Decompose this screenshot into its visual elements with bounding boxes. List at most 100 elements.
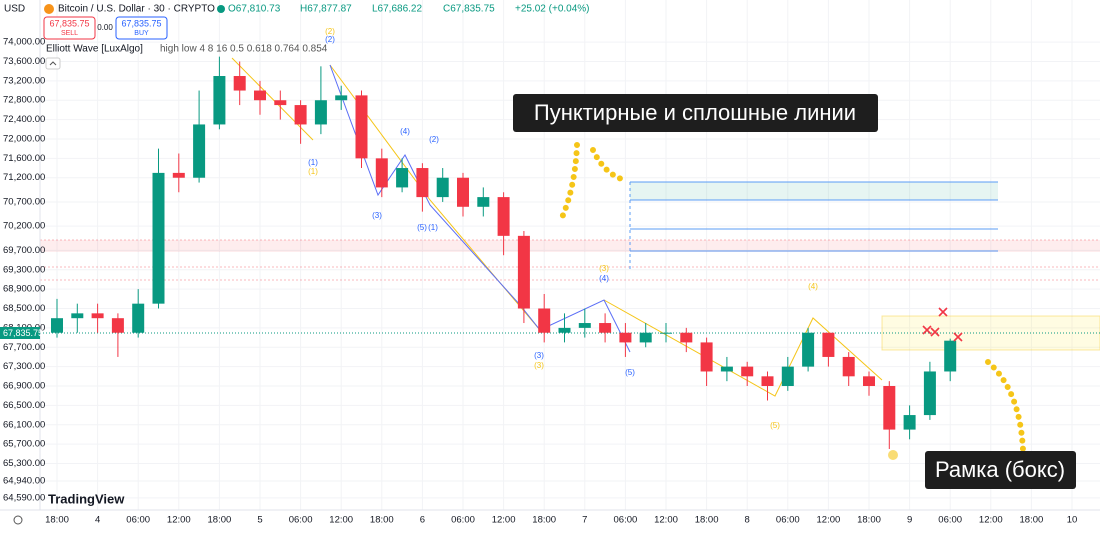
y-tick-label: 69,300.00 [3, 264, 45, 275]
status-dot [217, 5, 225, 13]
x-tick-label: 06:00 [776, 515, 800, 526]
wave-labels: (2)(2)(1)(1)(3)(4)(2)(5) (1)(3)(3)(3)(4)(… [308, 27, 818, 430]
x-tick-label: 12:00 [329, 515, 353, 526]
x-tick-label: 06:00 [126, 515, 150, 526]
candle-body [51, 318, 63, 333]
candle-body [578, 323, 591, 328]
target-box [630, 182, 998, 200]
wave-label: (2) [325, 35, 335, 44]
candle-body [822, 332, 835, 357]
candle-body [355, 95, 368, 159]
y-tick-label: 68,500.00 [3, 303, 45, 314]
x-tick-label: 12:00 [654, 515, 678, 526]
x-tick-label: 12:00 [492, 515, 516, 526]
x-mark [938, 307, 948, 317]
x-tick-label: 18:00 [532, 515, 556, 526]
candle-body [193, 124, 206, 178]
candle-body [538, 308, 551, 333]
candle-body [294, 105, 307, 125]
y-tick-label: 65,700.00 [3, 439, 45, 450]
candle-body [883, 386, 896, 430]
candle-body [923, 371, 936, 416]
buy-price: 67,835.75 [121, 18, 161, 28]
y-tick-label: 67,300.00 [3, 361, 45, 372]
x-tick-label: 18:00 [857, 515, 881, 526]
price-axis-labels: 74,000.00 73,600.00 73,200.00 72,800.00 72,4… [3, 37, 45, 504]
x-tick-label: 18:00 [370, 515, 394, 526]
candle-body [111, 318, 124, 333]
candle-body [71, 313, 84, 319]
wave-line [231, 57, 314, 141]
x-tick-label: 06:00 [938, 515, 962, 526]
candle-body [274, 100, 287, 106]
candle-body [720, 366, 733, 372]
sell-price: 67,835.75 [49, 18, 89, 28]
y-tick-label: 64,940.00 [3, 475, 45, 486]
spread: 0.00 [97, 23, 113, 32]
candle-body [558, 327, 571, 333]
candle-body [152, 172, 165, 304]
price-axis [0, 0, 40, 510]
sell-button[interactable] [43, 16, 96, 40]
arrow [985, 359, 1026, 453]
candle-body [599, 323, 612, 333]
price-tag [0, 327, 40, 339]
collapse-button[interactable] [45, 57, 61, 70]
candle-body [213, 76, 226, 125]
x-tick-label: 18:00 [45, 515, 69, 526]
callout-text: Рамка (бокс) [935, 457, 1065, 482]
candle-body [781, 366, 794, 387]
candle-body [497, 197, 510, 236]
arrow [590, 147, 628, 183]
collapse-icon [49, 61, 57, 66]
ohlc-close: C67,835.75 [443, 4, 495, 15]
x-tick-label: 12:00 [167, 515, 191, 526]
candle-body [375, 158, 388, 188]
x-tick-label: 7 [582, 515, 587, 526]
callout-box [925, 451, 1076, 489]
settings-icon[interactable] [13, 515, 23, 525]
y-tick-label: 70,700.00 [3, 196, 45, 207]
candle-body [132, 303, 145, 333]
x-tick-label: 6 [420, 515, 425, 526]
logo: TradingView [48, 491, 125, 506]
x-tick-label: 9 [907, 515, 912, 526]
arrow [557, 142, 580, 225]
candle-body [700, 342, 713, 372]
change: +25.02 (+0.04%) [515, 4, 590, 15]
candle-body [436, 177, 449, 198]
x-marks [922, 307, 963, 342]
y-tick-label: 71,600.00 [3, 153, 45, 164]
buy-button[interactable] [115, 16, 168, 40]
candle-body [944, 340, 957, 372]
wave-label: (3) [534, 361, 544, 370]
wave-label: (1) [428, 223, 438, 232]
candle-body [680, 332, 693, 343]
candle-body [639, 332, 652, 343]
wave-label: (1) [308, 167, 318, 176]
candle-body [619, 332, 632, 343]
x-tick-label: 06:00 [289, 515, 313, 526]
callout-text: Пунктирные и сплошные линии [534, 100, 856, 125]
callout-box [513, 94, 878, 132]
candle-body [416, 168, 429, 198]
wave-label: (4) [599, 274, 609, 283]
wave-label: (3) [372, 211, 382, 220]
ohlc-low: L67,686.22 [372, 4, 422, 15]
candle-body [761, 376, 774, 387]
indicator-params: high low 4 8 16 0.5 0.618 0.764 0.854 [160, 44, 328, 55]
indicator-name: Elliott Wave [LuxAlgo] [46, 44, 143, 55]
candle-body [254, 90, 266, 101]
y-tick-label: 73,600.00 [3, 56, 45, 67]
wave-label: (4) [808, 282, 818, 291]
wave-label: (2) [429, 135, 439, 144]
x-tick-label: 12:00 [979, 515, 1003, 526]
y-tick-label: 65,300.00 [3, 458, 45, 469]
y-tick-label: 66,100.00 [3, 419, 45, 430]
candle-body [335, 95, 348, 101]
candle-body [172, 172, 185, 178]
wave-label: (3) [599, 264, 609, 273]
wave-label: (2) [325, 27, 335, 36]
candle-body [457, 177, 469, 207]
